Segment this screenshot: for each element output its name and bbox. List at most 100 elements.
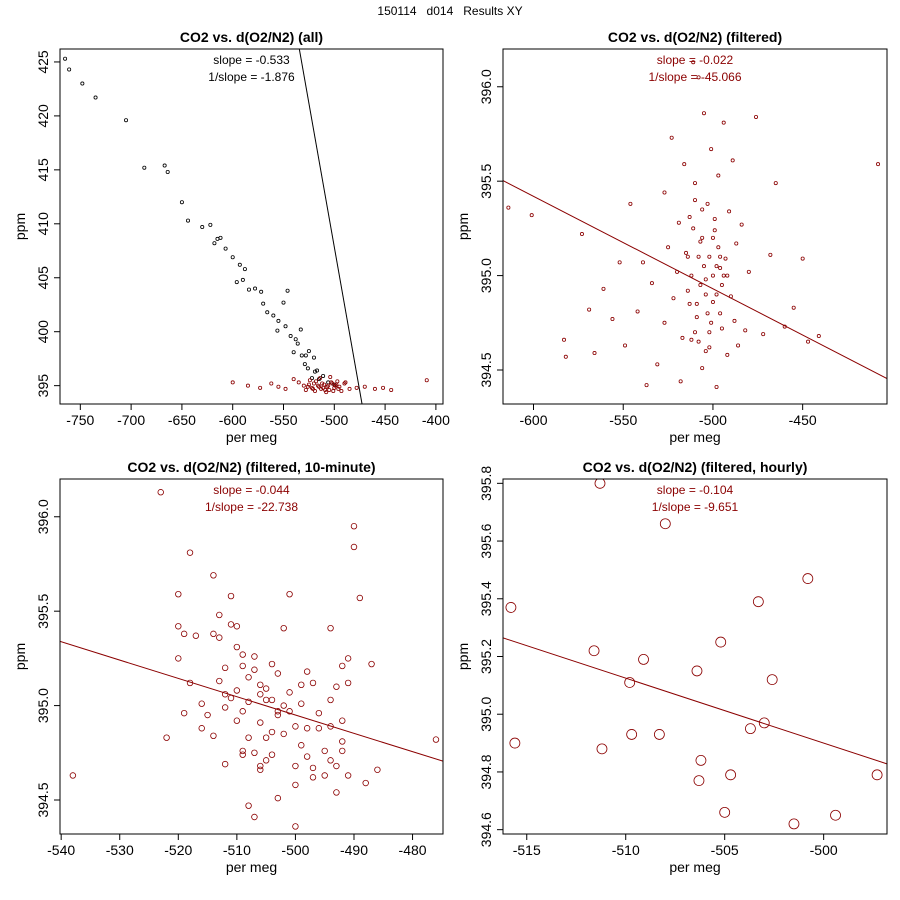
chart-1-point-all-3 bbox=[93, 95, 98, 100]
chart-1-point-all-22 bbox=[259, 289, 264, 294]
chart-1-ytick-label-6: 425 bbox=[35, 50, 51, 74]
chart-3-point-10-minute-67 bbox=[292, 823, 299, 830]
chart-3-point-10-minute-47 bbox=[262, 696, 270, 704]
chart-3-point-10-minute-23 bbox=[227, 592, 235, 600]
chart-1-point-filtered-21 bbox=[347, 386, 352, 391]
chart-3-point-10-minute-82 bbox=[327, 723, 334, 730]
chart-1-point-filtered-48 bbox=[309, 385, 314, 390]
chart-3-point-10-minute-30 bbox=[239, 751, 246, 758]
chart-3-xtick-label-2: -520 bbox=[164, 842, 192, 858]
chart-2-point-filtered-75 bbox=[693, 330, 698, 335]
chart-2-point-filtered-33 bbox=[694, 315, 699, 320]
chart-3-point-10-minute-16 bbox=[210, 732, 217, 740]
chart-2-point-filtered-55 bbox=[734, 241, 739, 246]
chart-2-point-filtered-5 bbox=[587, 307, 592, 312]
chart-3-ytick-label-1: 395.0 bbox=[35, 688, 51, 723]
chart-1-point-all-43 bbox=[298, 327, 303, 332]
chart-3-point-10-minute-15 bbox=[210, 630, 217, 638]
chart-2-point-filtered-84 bbox=[716, 245, 721, 250]
chart-2-point-filtered-60 bbox=[754, 114, 759, 119]
chart-2-ytick-label-2: 395.5 bbox=[478, 163, 494, 198]
chart-4-point-hourly-7 bbox=[638, 653, 649, 665]
chart-3-point-10-minute-11 bbox=[198, 700, 205, 707]
chart-2-point-filtered-39 bbox=[705, 201, 710, 206]
chart-4-points bbox=[505, 479, 883, 830]
chart-2-points bbox=[506, 60, 881, 390]
chart-4-point-hourly-3 bbox=[594, 479, 606, 489]
chart-2-title: CO2 vs. d(O2/N2) (filtered) bbox=[608, 29, 782, 45]
chart-4-panel: CO2 vs. d(O2/N2) (filtered, hourly) slope… bbox=[455, 459, 888, 875]
chart-3-point-10-minute-73 bbox=[303, 753, 311, 760]
chart-3-point-10-minute-100 bbox=[374, 766, 381, 773]
chart-3-point-10-minute-61 bbox=[286, 689, 293, 696]
chart-3-point-10-minute-29 bbox=[233, 717, 241, 724]
chart-1-point-all-41 bbox=[281, 300, 286, 305]
chart-4-fit-line bbox=[503, 637, 887, 765]
chart-3-point-10-minute-31 bbox=[239, 651, 246, 658]
chart-1-point-filtered-46 bbox=[333, 383, 338, 388]
chart-1-point-filtered-40 bbox=[325, 384, 330, 389]
chart-1-point-filtered-6 bbox=[291, 377, 296, 382]
chart-1-point-all-16 bbox=[230, 255, 235, 260]
chart-2-point-filtered-80 bbox=[685, 254, 690, 259]
chart-1-point-filtered-35 bbox=[335, 379, 340, 384]
chart-2-point-filtered-63 bbox=[773, 181, 778, 186]
chart-1-point-all-27 bbox=[283, 324, 288, 329]
chart-3-point-10-minute-39 bbox=[251, 749, 258, 757]
chart-3-point-10-minute-58 bbox=[280, 624, 287, 632]
chart-4-point-hourly-17 bbox=[752, 596, 764, 608]
chart-2-point-filtered-86 bbox=[698, 283, 703, 288]
chart-3-panel: CO2 vs. d(O2/N2) (filtered, 10-minute) sl… bbox=[12, 459, 444, 875]
chart-3-annotation-2: 1/slope = -22.738 bbox=[205, 500, 298, 514]
chart-1-point-filtered-28 bbox=[303, 387, 308, 392]
chart-3-point-10-minute-99 bbox=[368, 660, 375, 668]
chart-2-point-filtered-31 bbox=[691, 60, 696, 65]
chart-3-point-10-minute-87 bbox=[333, 789, 340, 796]
chart-3-point-10-minute-10 bbox=[192, 632, 200, 639]
chart-1-point-all-6 bbox=[162, 163, 167, 168]
chart-1-point-all-44 bbox=[303, 353, 308, 358]
chart-3-point-10-minute-41 bbox=[251, 666, 258, 673]
chart-2-point-filtered-35 bbox=[698, 239, 703, 244]
chart-2-point-filtered-51 bbox=[727, 209, 732, 214]
chart-1-point-all-7 bbox=[165, 170, 170, 175]
chart-3-xtick-label-3: -510 bbox=[223, 842, 251, 858]
chart-1-point-all-25 bbox=[276, 318, 281, 323]
chart-2-fit-line bbox=[503, 180, 887, 380]
chart-2-point-filtered-48 bbox=[721, 120, 726, 125]
chart-1-point-all-13 bbox=[212, 241, 217, 246]
chart-3-point-10-minute-55 bbox=[274, 708, 282, 715]
chart-3-point-10-minute-7 bbox=[180, 630, 188, 638]
chart-2-point-filtered-65 bbox=[791, 305, 796, 310]
chart-2-point-filtered-89 bbox=[719, 283, 724, 288]
chart-1-annotation-2: 1/slope = -1.876 bbox=[208, 70, 295, 84]
chart-2-point-filtered-45 bbox=[716, 173, 721, 178]
chart-2-point-filtered-36 bbox=[700, 366, 705, 371]
chart-1-point-filtered-44 bbox=[327, 387, 332, 392]
chart-1-point-all-18 bbox=[242, 267, 247, 272]
chart-1-xtick-label-6: -450 bbox=[371, 412, 399, 428]
chart-4-point-hourly-6 bbox=[626, 729, 638, 740]
chart-2-point-filtered-79 bbox=[721, 273, 726, 278]
chart-3-point-10-minute-43 bbox=[257, 719, 264, 726]
chart-1-point-all-34 bbox=[309, 376, 314, 381]
chart-2-point-filtered-16 bbox=[655, 362, 660, 367]
chart-4-point-hourly-11 bbox=[693, 775, 705, 787]
chart-3-point-10-minute-12 bbox=[198, 725, 205, 732]
chart-1-point-all-32 bbox=[302, 362, 307, 367]
chart-1-xtick-label-0: -750 bbox=[66, 412, 94, 428]
chart-2-point-filtered-58 bbox=[743, 328, 748, 333]
chart-2-point-filtered-59 bbox=[746, 269, 751, 274]
chart-1-point-filtered-22 bbox=[354, 385, 359, 390]
chart-3-point-10-minute-20 bbox=[221, 664, 229, 672]
chart-2-point-filtered-8 bbox=[610, 317, 615, 322]
chart-3-point-10-minute-96 bbox=[350, 543, 358, 551]
chart-3-point-10-minute-62 bbox=[286, 590, 293, 598]
chart-3-point-10-minute-4 bbox=[175, 623, 182, 630]
chart-3-point-10-minute-89 bbox=[339, 717, 346, 724]
chart-3-point-10-minute-36 bbox=[245, 734, 252, 741]
chart-2-point-filtered-21 bbox=[671, 296, 676, 301]
chart-1-point-all-1 bbox=[67, 67, 72, 72]
chart-1-point-all-17 bbox=[237, 262, 242, 267]
chart-4-title: CO2 vs. d(O2/N2) (filtered, hourly) bbox=[583, 459, 808, 475]
